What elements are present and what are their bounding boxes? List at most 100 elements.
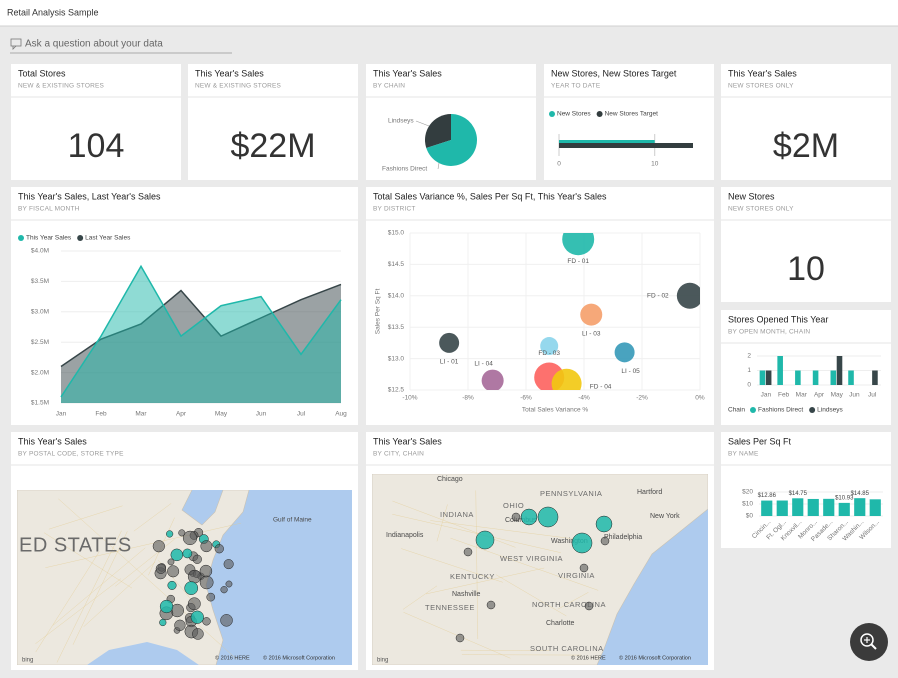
x-tick-label: -4% bbox=[578, 395, 590, 402]
map-bubble bbox=[152, 540, 165, 553]
map-label: PENNSYLVANIA bbox=[540, 489, 602, 498]
map-road bbox=[35, 578, 122, 645]
map-road bbox=[43, 532, 133, 589]
legend-label: Last Year Sales bbox=[85, 235, 131, 242]
map-road bbox=[52, 547, 146, 626]
map-road bbox=[392, 500, 516, 548]
y-tick-label: $10 bbox=[742, 501, 753, 508]
x-tick-label: Mar bbox=[135, 411, 147, 418]
tile-title: New Stores bbox=[728, 191, 775, 201]
legend-swatch bbox=[77, 235, 84, 241]
qa-icon bbox=[10, 38, 22, 47]
y-axis-title: Sales Per Sq Ft bbox=[375, 289, 382, 335]
bar bbox=[872, 370, 878, 385]
qa-placeholder[interactable]: Ask a question about your data bbox=[25, 39, 163, 50]
x-tick-label: -6% bbox=[520, 395, 532, 402]
bar bbox=[848, 370, 854, 385]
card-value: $22M bbox=[230, 127, 315, 165]
tile-subtitle: YEAR TO DATE bbox=[551, 83, 601, 90]
bar bbox=[759, 370, 766, 385]
tile-title: Total Stores bbox=[18, 68, 66, 78]
map-bubble bbox=[182, 530, 198, 546]
x-tick-label: -8% bbox=[462, 395, 474, 402]
tiles: Total Stores NEW & EXISTING STORES 104 This… bbox=[11, 64, 891, 670]
tile-subtitle: BY POSTAL CODE, STORE TYPE bbox=[18, 451, 124, 458]
map-bubble bbox=[486, 600, 496, 610]
x-tick-label: 0% bbox=[695, 395, 705, 402]
y-tick-label: $4.0M bbox=[31, 248, 49, 255]
map-label: Columbus bbox=[505, 517, 537, 524]
zoom-button[interactable] bbox=[850, 623, 888, 661]
tile-title: This Year's Sales bbox=[18, 436, 87, 446]
map-bubble bbox=[159, 618, 167, 627]
map-bubble bbox=[167, 565, 180, 578]
map-label: KENTUCKY bbox=[450, 572, 495, 581]
map-road bbox=[475, 490, 479, 640]
y-tick-label: $0 bbox=[746, 513, 754, 520]
map-label: Hartford bbox=[637, 489, 662, 496]
map-road bbox=[72, 531, 128, 645]
x-tick-label: 0 bbox=[557, 161, 561, 168]
tile-subtitle: NEW & EXISTING STORES bbox=[18, 83, 105, 90]
y-tick-label: 0 bbox=[747, 382, 751, 389]
tile bbox=[366, 187, 714, 425]
qa-box[interactable]: Ask a question about your data bbox=[10, 38, 232, 54]
point-label: LI - 01 bbox=[440, 359, 459, 366]
area-line bbox=[60, 264, 342, 398]
x-tick-label: Feb bbox=[778, 392, 790, 399]
map-road bbox=[56, 530, 122, 663]
map: ED STATES Gulf of Maine © 2016 HERE © 2016 … bbox=[17, 490, 352, 665]
map-bubble bbox=[159, 599, 174, 614]
tile-title: Sales Per Sq Ft bbox=[728, 436, 792, 446]
pie-slice bbox=[424, 114, 451, 149]
map-bubble bbox=[223, 559, 234, 570]
map-bubble bbox=[182, 548, 193, 559]
bar bbox=[792, 498, 804, 516]
map-bubble bbox=[475, 530, 495, 550]
x-tick-label: Aug bbox=[335, 411, 347, 418]
legend-label: Lindseys bbox=[817, 407, 843, 414]
x-tick-label: Jun bbox=[256, 411, 267, 418]
map-attribution: © 2016 HERE bbox=[571, 654, 606, 661]
map-label: TENNESSEE bbox=[425, 603, 475, 612]
tile-title: This Year's Sales bbox=[195, 68, 264, 78]
zoom-button-bg[interactable] bbox=[850, 623, 888, 661]
zoom-icon-lens bbox=[860, 633, 874, 647]
title-bar bbox=[0, 0, 898, 26]
map-label: Philadelphia bbox=[604, 534, 642, 541]
qa-icon-tail bbox=[12, 45, 17, 50]
map-label: Charlotte bbox=[546, 620, 575, 627]
tile-subtitle: BY FISCAL MONTH bbox=[18, 206, 80, 213]
bar bbox=[823, 498, 835, 516]
map-bubble bbox=[184, 581, 199, 595]
map-road bbox=[557, 592, 589, 610]
map-label: NORTH CAROLINA bbox=[532, 600, 606, 609]
card-value: $2M bbox=[773, 127, 839, 165]
bar bbox=[830, 370, 837, 385]
map-label: Gulf of Maine bbox=[273, 517, 312, 524]
tile bbox=[721, 64, 891, 180]
point-label: FD - 01 bbox=[567, 258, 589, 265]
tile-title: Total Sales Variance %, Sales Per Sq Ft,… bbox=[373, 191, 607, 201]
tile-subtitle: NEW STORES ONLY bbox=[728, 206, 794, 213]
map-label: INDIANA bbox=[440, 510, 474, 519]
map: Chicago INDIANA Indianapolis OHIO PENNSYLVAN… bbox=[372, 474, 708, 665]
x-tick-label: Jan bbox=[56, 411, 67, 418]
bubble bbox=[614, 342, 635, 363]
legend-label: This Year Sales bbox=[26, 235, 72, 242]
bubble bbox=[676, 282, 700, 309]
y-tick-label: $2.5M bbox=[31, 339, 49, 346]
x-tick-label: -10% bbox=[402, 395, 417, 402]
pie-label: Lindseys bbox=[388, 118, 414, 125]
bar bbox=[869, 499, 881, 516]
map-bubble bbox=[463, 547, 473, 557]
map-bubble bbox=[220, 614, 233, 627]
tile bbox=[544, 64, 714, 180]
tile-title: This Year's Sales, Last Year's Sales bbox=[18, 191, 161, 201]
map-bubble bbox=[571, 532, 593, 554]
bar bbox=[559, 143, 693, 148]
map-logo: bing bbox=[22, 658, 33, 664]
bubble bbox=[540, 337, 559, 356]
legend-label: New Stores Target bbox=[605, 111, 659, 118]
y-tick-label: 2 bbox=[747, 353, 751, 360]
